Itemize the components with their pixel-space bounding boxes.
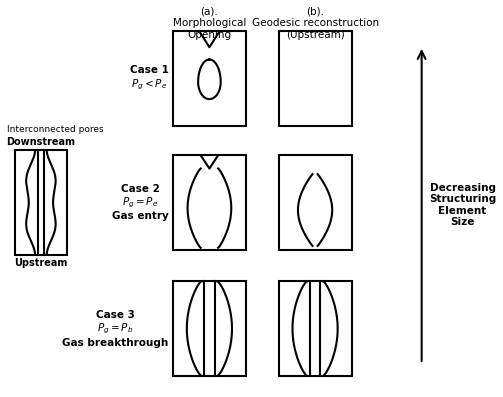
Bar [279, 155, 352, 250]
Text: (b).
Geodesic reconstruction
(Upstream): (b). Geodesic reconstruction (Upstream) [252, 6, 379, 40]
Text: (a).
Morphological
Opening: (a). Morphological Opening [173, 6, 246, 40]
Bar [279, 31, 352, 125]
Text: Case 2
$P_g = P_e$
Gas entry: Case 2 $P_g = P_e$ Gas entry [112, 183, 169, 222]
Text: Case 1
$P_g < P_e$: Case 1 $P_g < P_e$ [130, 65, 169, 91]
Bar [15, 150, 67, 254]
Text: Upstream: Upstream [14, 258, 67, 268]
Bar [173, 281, 246, 376]
Bar [173, 31, 246, 125]
Text: Downstream: Downstream [7, 137, 75, 147]
Text: Interconnected pores: Interconnected pores [7, 125, 104, 135]
Bar [279, 281, 352, 376]
Text: Case 3
$P_g = P_b$
Gas breakthrough: Case 3 $P_g = P_b$ Gas breakthrough [62, 310, 169, 347]
Bar [173, 155, 246, 250]
Text: Decreasing
Structuring
Element
Size: Decreasing Structuring Element Size [429, 183, 496, 227]
